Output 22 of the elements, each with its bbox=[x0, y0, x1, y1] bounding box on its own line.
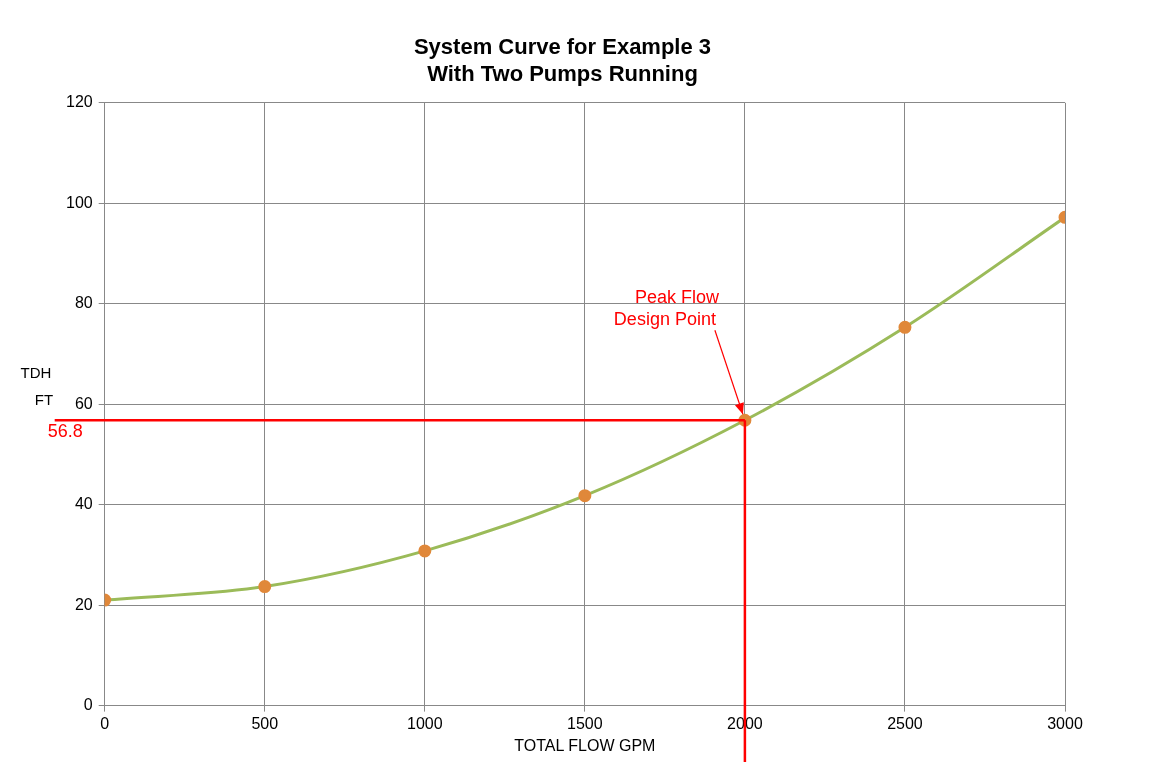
y-tick-label: 20 bbox=[74, 595, 93, 613]
point bbox=[258, 580, 272, 594]
point bbox=[898, 320, 912, 334]
y-tick-label: 80 bbox=[74, 294, 93, 312]
y-axis-title: TDH FT bbox=[20, 364, 54, 409]
x-tick-label: 2500 bbox=[887, 714, 923, 732]
y-tick-label: 0 bbox=[83, 696, 93, 714]
point bbox=[578, 489, 592, 503]
y-tick-label: 120 bbox=[65, 93, 93, 111]
y-tick-label: 100 bbox=[65, 193, 93, 211]
x-tick-label: 3000 bbox=[1047, 714, 1083, 732]
x-tick-label: 1000 bbox=[407, 714, 443, 732]
x-axis-title: TOTAL FLOW GPM bbox=[514, 736, 656, 754]
y-tick-label: 40 bbox=[74, 495, 93, 513]
x-tick-label: 500 bbox=[251, 714, 279, 732]
x-tick-label: 0 bbox=[100, 714, 110, 732]
annotation: Peak Flow Design Point bbox=[613, 287, 720, 330]
ref-line-label: 56.8 bbox=[47, 421, 83, 442]
y-tick-label: 60 bbox=[74, 394, 93, 412]
chart-title: System Curve for Example 3 With Two Pumps Running bbox=[413, 34, 712, 86]
point bbox=[418, 544, 432, 558]
x-tick-label: 1500 bbox=[567, 714, 603, 732]
